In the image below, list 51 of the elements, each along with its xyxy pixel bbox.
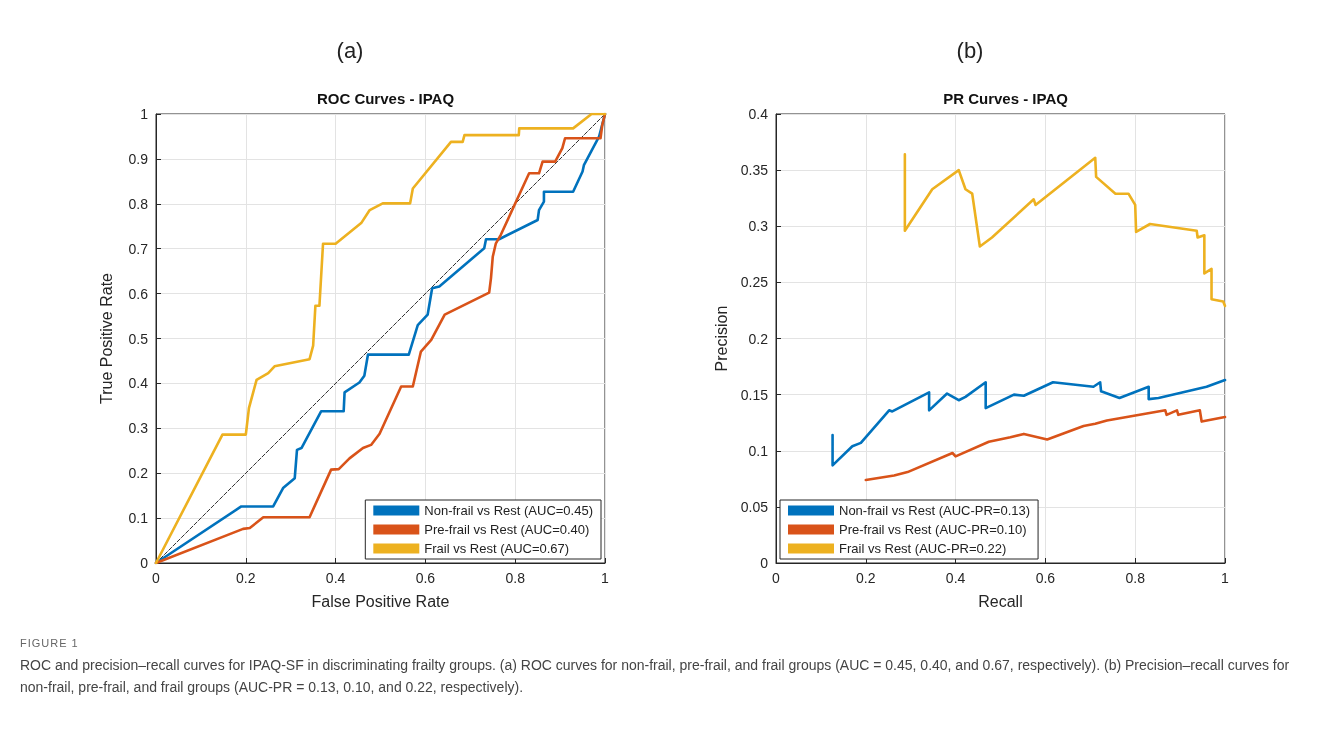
y-tick-label: 0.9 [128,150,149,167]
text: ROC and precision–recall curves for IPAQ-SF in discriminating frailty groups. (a) ROC curves for non-frail, pre-frail, and frail groups (AUC = 0.45, 0.40, and 0.67, respectively). (b) Precision–recall curves for non-frail, pre-frail, and frail groups (AUC-PR = 0.13, 0.10, and 0.22, respectively). [20,656,1290,697]
chart-title: PR Curves - IPAQ [943,90,1069,107]
x-tick-label: 0.2 [236,570,256,586]
y-tick-label: 0.6 [128,285,149,302]
x-tick-label: 0.8 [1125,570,1146,586]
x-tick-label: 0.4 [325,570,346,586]
y-tick-label: 0.1 [128,510,149,527]
chart-subtitle: (b) [956,37,984,63]
x-tick-label: 0.8 [505,570,526,586]
y-tick-label: 0.5 [128,330,149,347]
y-tick-label: 0.05 [740,498,769,515]
legend-label: Frail vs Rest (AUC-PR=0.22) [839,541,1007,556]
y-tick-label: 0.8 [128,195,149,212]
y-tick-label: 0 [760,555,769,571]
x-tick-label: 0.4 [945,570,966,586]
y-tick-label: 0.35 [740,162,769,179]
y-tick-label: 0.3 [128,420,149,437]
x-tick-label: 0.6 [1035,570,1056,586]
caption: FIGURE 1 [20,636,80,651]
x-tick-label: 0.2 [856,570,876,586]
chart-title: ROC Curves - IPAQ [316,90,455,107]
legend-label: Non-frail vs Rest (AUC-PR=0.13) [839,503,1031,518]
y-tick-label: 0.25 [740,274,769,291]
line-series [864,409,1227,482]
line-series [903,153,1227,308]
x-tick-label: 0.6 [415,570,436,586]
y-axis-title: True Positive Rate [97,272,115,405]
x-tick-label: 0 [152,570,161,586]
legend-label: Pre-frail vs Rest (AUC-PR=0.10) [839,522,1027,537]
x-tick-label: 1 [601,570,610,586]
x-tick-label: 1 [1221,570,1230,586]
legend-label: Non-frail vs Rest (AUC=0.45) [424,503,594,518]
line-series [831,378,1227,467]
y-tick-label: 0.2 [128,465,149,482]
legend-label: Pre-frail vs Rest (AUC=0.40) [424,522,590,537]
y-tick-label: 1 [140,106,149,122]
y-tick-label: 0.3 [748,218,769,235]
y-tick-label: 0.4 [748,106,769,122]
y-tick-label: 0 [140,555,149,571]
y-tick-label: 0.7 [128,240,149,257]
legend-label: Frail vs Rest (AUC=0.67) [424,541,570,556]
y-tick-label: 0.2 [748,330,769,347]
x-axis-title: False Positive Rate [311,592,450,610]
y-axis-title: Precision [713,305,731,372]
y-tick-label: 0.1 [748,442,769,459]
x-axis-title: Recall [978,592,1023,610]
x-tick-label: 0 [772,570,781,586]
y-tick-label: 0.4 [128,375,149,392]
y-tick-label: 0.15 [740,386,769,403]
chart-subtitle: (a) [336,37,364,63]
